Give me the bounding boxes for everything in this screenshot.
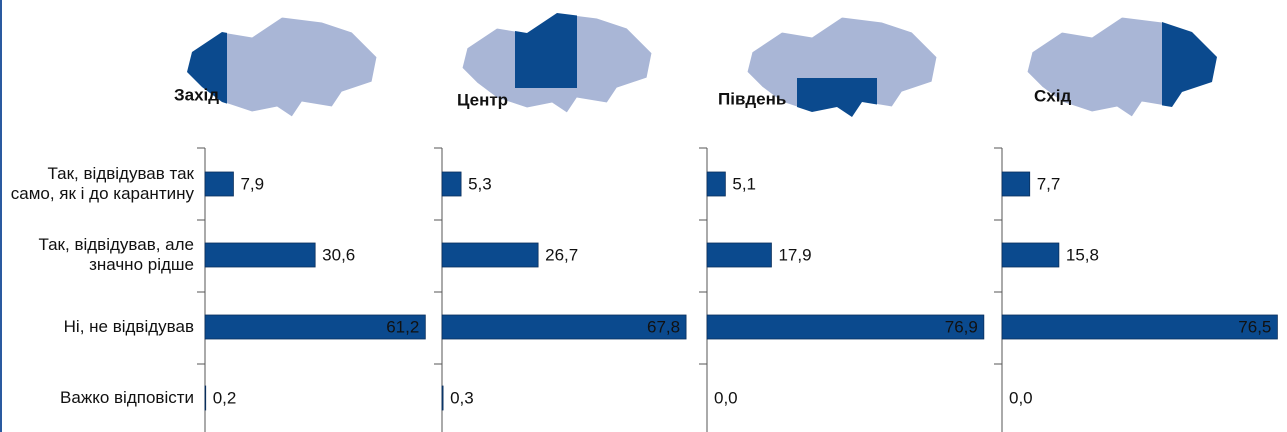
bar [204, 171, 234, 197]
value-label: 15,8 [1066, 245, 1099, 264]
value-label: 61,2 [386, 317, 419, 336]
value-label: 76,5 [1238, 317, 1271, 336]
bar [1001, 314, 1278, 340]
value-label: 7,9 [240, 174, 264, 193]
value-label: 17,9 [778, 245, 811, 264]
region-title: Захід [174, 85, 219, 104]
category-label: Ні, не відвідував [63, 317, 194, 336]
bar [204, 385, 207, 411]
bar [441, 385, 444, 411]
value-label: 76,9 [945, 317, 978, 336]
category-label: Так, відвідував так само, як і до карант… [10, 164, 194, 203]
bar [204, 314, 426, 340]
region-title: Південь [718, 89, 786, 108]
value-label: 7,7 [1037, 174, 1061, 193]
bar [441, 314, 687, 340]
category-label: Важко відповісти [60, 388, 194, 407]
bar [441, 171, 462, 197]
value-label: 26,7 [545, 245, 578, 264]
value-label: 0,0 [714, 388, 738, 407]
value-label: 30,6 [322, 245, 355, 264]
value-label: 0,0 [1009, 388, 1033, 407]
bar [1001, 242, 1060, 268]
region-title: Центр [457, 90, 508, 109]
value-label: 5,3 [468, 174, 492, 193]
bar [706, 242, 772, 268]
bar [441, 242, 539, 268]
region-title: Схід [1034, 86, 1071, 105]
value-label: 67,8 [647, 317, 680, 336]
value-label: 0,3 [450, 388, 474, 407]
bar [204, 242, 316, 268]
value-label: 5,1 [732, 174, 756, 193]
bar [706, 171, 726, 197]
bar [706, 314, 985, 340]
category-label: Так, відвідував, але значно рідше [38, 235, 194, 274]
value-label: 0,2 [213, 388, 237, 407]
bar [1001, 171, 1031, 197]
